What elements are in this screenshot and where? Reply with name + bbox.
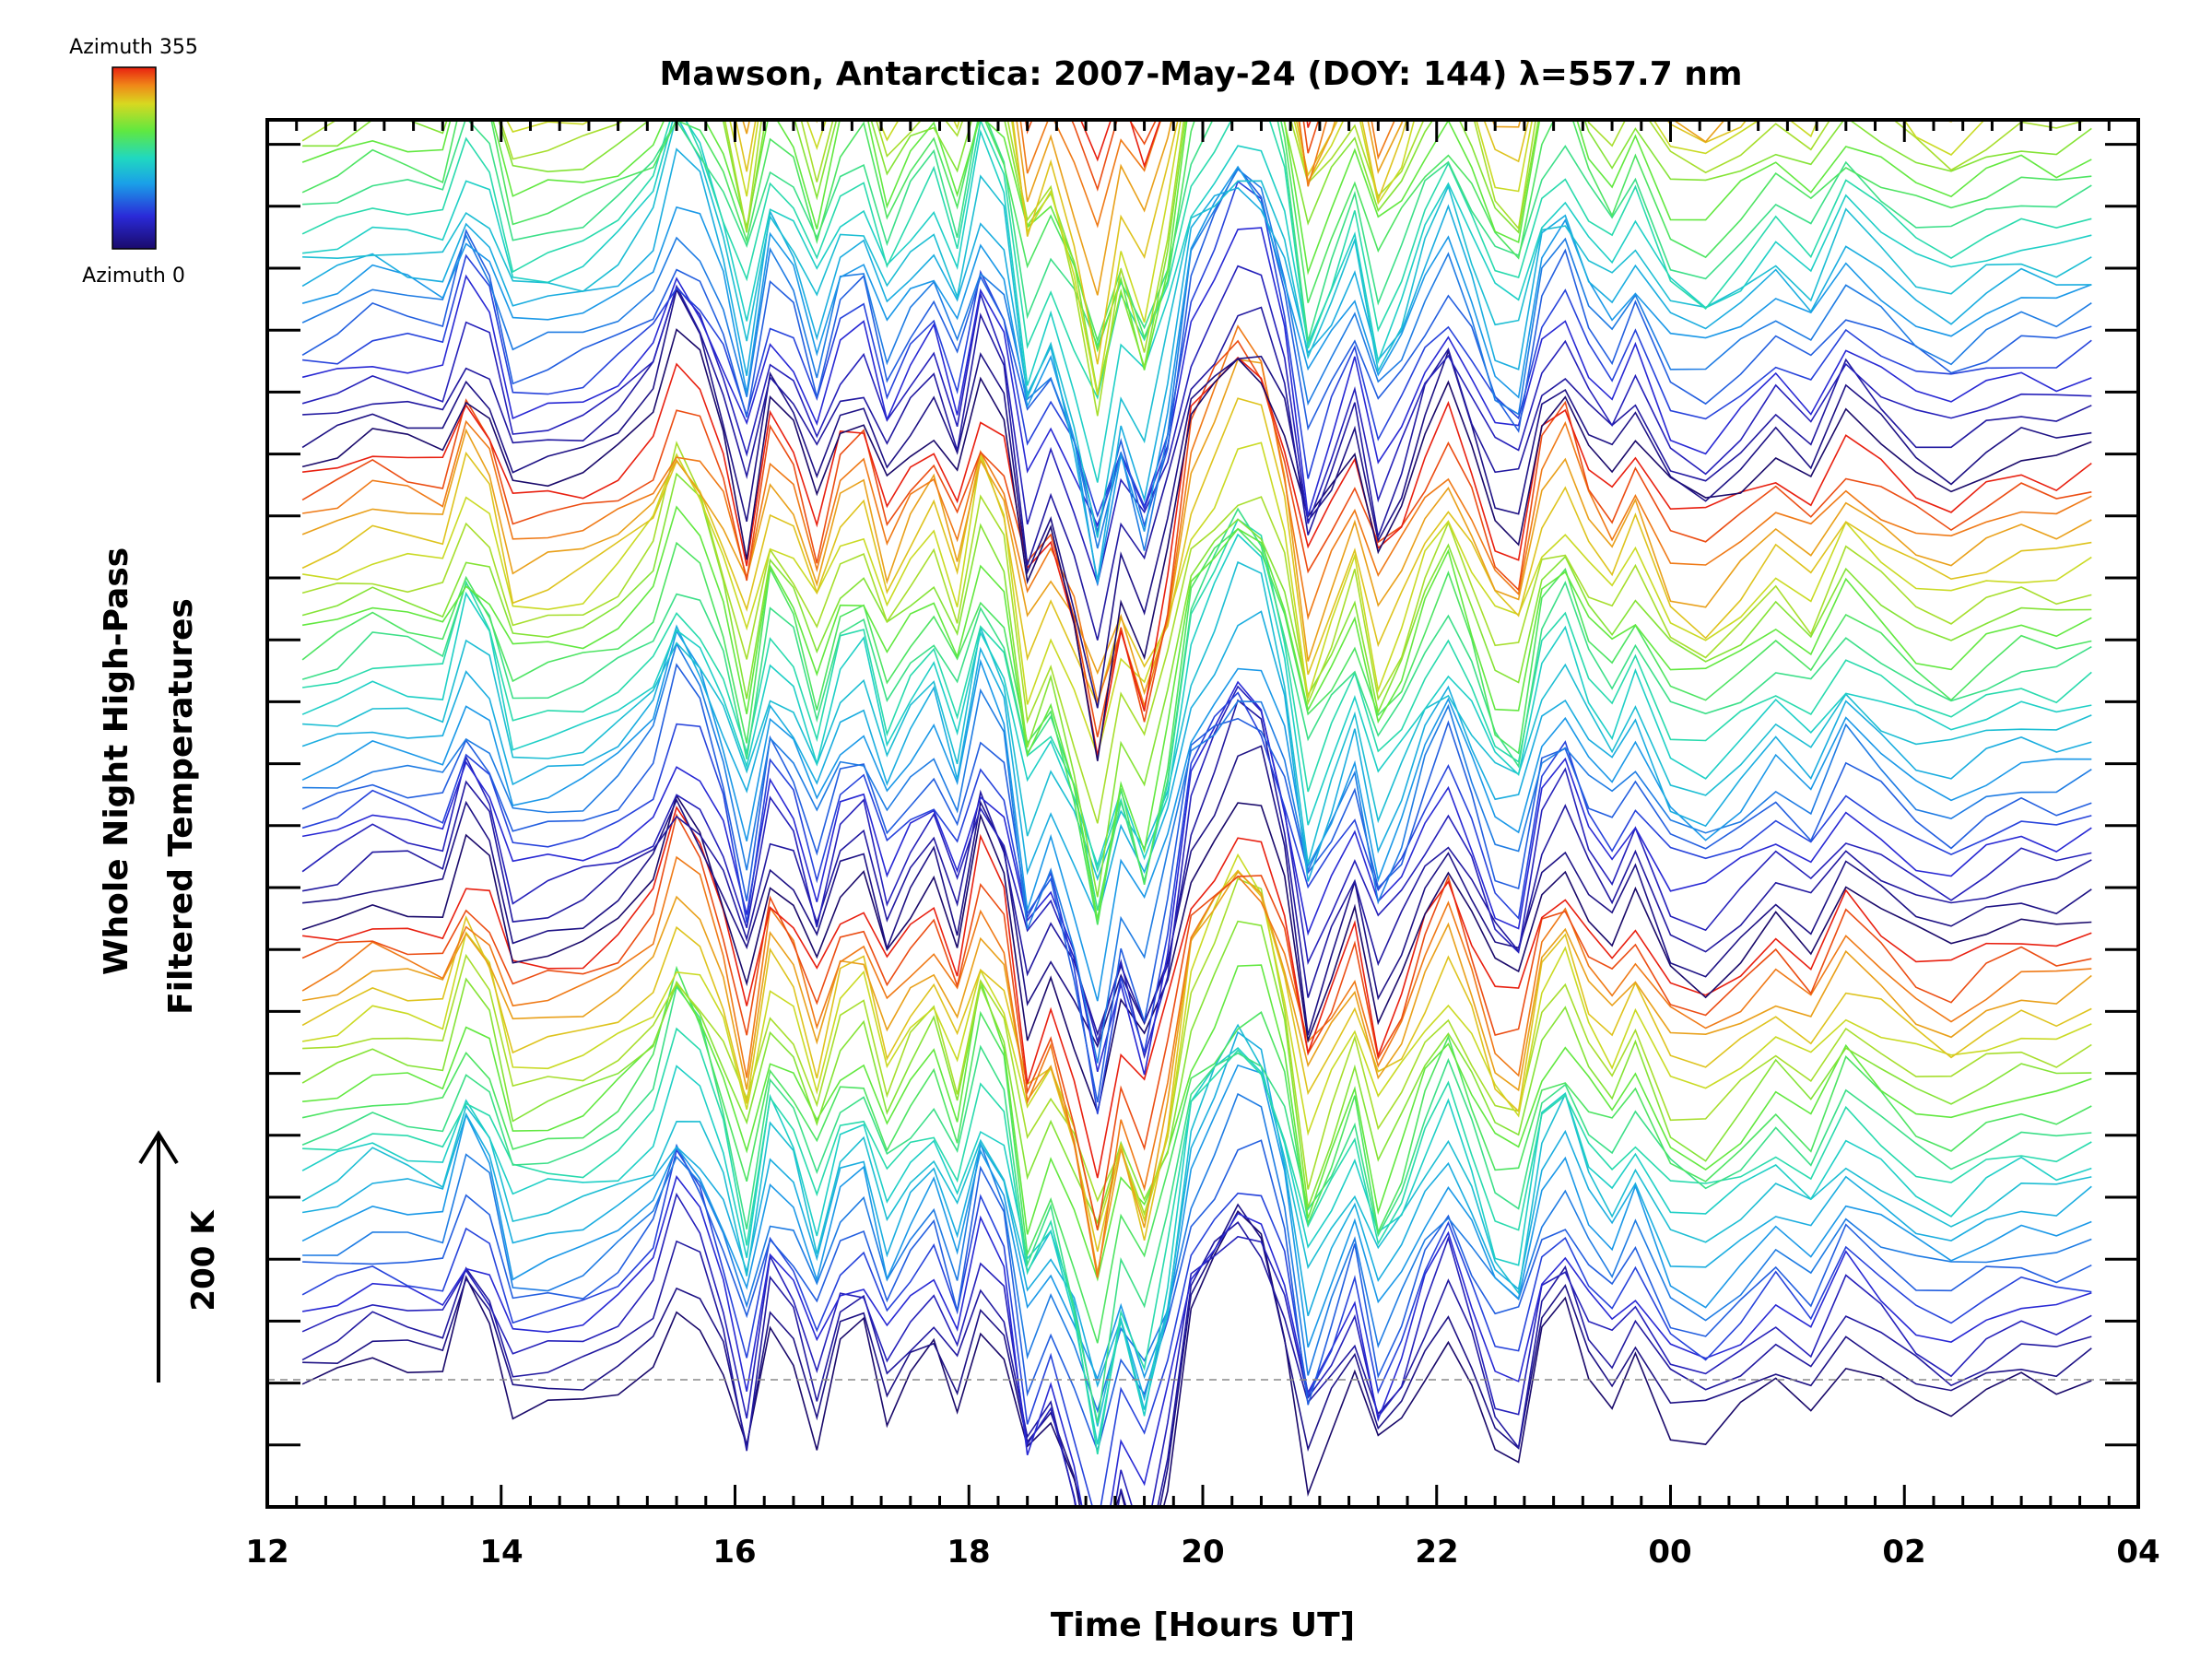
series-line — [301, 165, 2092, 585]
series-line — [301, 518, 2092, 885]
series-line — [301, 166, 2092, 535]
series-line — [301, 1192, 2092, 1507]
series-line — [301, 663, 2092, 1103]
series-line — [301, 1047, 2092, 1445]
series-line — [301, 965, 2092, 1344]
series-line — [301, 680, 2092, 1076]
chart-title: Mawson, Antarctica: 2007-May-24 (DOY: 14… — [660, 55, 1743, 93]
series-line — [302, 120, 2092, 538]
series-line — [301, 1209, 2092, 1507]
series-line — [301, 699, 2092, 1037]
x-axis-label: Time [Hours UT] — [1051, 1606, 1355, 1644]
series-line — [301, 869, 2092, 1253]
series-line — [301, 685, 2092, 1060]
series-line — [505, 120, 1986, 395]
series-line — [302, 284, 2092, 641]
series-line — [301, 1221, 2092, 1507]
x-tick-label: 04 — [2116, 1534, 2159, 1571]
series-line — [302, 745, 2092, 1049]
series-line — [301, 505, 2092, 921]
series-line — [302, 1139, 2092, 1453]
series-line — [301, 265, 2092, 587]
series-layer — [301, 120, 2092, 1507]
series-line — [302, 964, 2092, 1282]
y-axis-label-line2: Filtered Temperatures — [162, 598, 200, 1015]
series-line — [301, 339, 2092, 737]
series-line — [301, 441, 2092, 759]
series-line — [302, 641, 2092, 1064]
series-line — [301, 610, 2092, 921]
series-line — [301, 168, 2092, 551]
series-line — [301, 120, 2092, 344]
colorbar-top-label: Azimuth 355 — [69, 36, 198, 59]
series-line — [301, 441, 2092, 824]
series-line — [301, 328, 2092, 761]
tick-layer — [265, 120, 2140, 1509]
series-line — [301, 324, 2092, 709]
series-line — [301, 120, 2091, 417]
x-tick-label: 12 — [245, 1534, 288, 1571]
series-line — [301, 855, 2092, 1278]
series-line — [302, 356, 2092, 757]
series-line — [1019, 120, 1396, 229]
series-line — [301, 691, 2092, 1114]
series-line — [301, 533, 2092, 868]
series-line — [302, 1092, 2092, 1414]
x-tick-label: 22 — [1415, 1534, 1458, 1571]
x-tick-label: 16 — [712, 1534, 756, 1571]
series-line — [301, 1175, 2092, 1507]
x-tick-label: 18 — [947, 1534, 990, 1571]
series-line — [302, 1203, 2092, 1507]
series-line — [301, 147, 2092, 582]
scale-label: 200 K — [185, 1209, 222, 1312]
series-line — [301, 120, 2092, 371]
series-line — [301, 287, 2092, 709]
series-line — [301, 806, 2092, 1179]
series-line — [301, 853, 2092, 1231]
series-line — [302, 120, 2092, 394]
series-line — [301, 920, 2092, 1225]
series-line — [302, 560, 2092, 881]
series-line — [301, 507, 2092, 911]
series-line — [302, 1027, 2092, 1455]
colorbar-bottom-label: Azimuth 0 — [82, 265, 185, 288]
series-line — [741, 120, 1726, 296]
x-tick-labels: 12 14 16 18 20 22 00 02 04 — [245, 1534, 2159, 1571]
series-line — [301, 359, 2092, 696]
series-line — [301, 813, 2092, 1230]
series-line — [301, 397, 2092, 708]
y-axis-label-line1: Whole Night High-Pass — [98, 547, 135, 975]
series-line — [301, 870, 2092, 1274]
series-line — [301, 1023, 2092, 1427]
series-line — [1024, 120, 1381, 192]
series-line — [301, 1064, 2092, 1382]
scale-arrow-head — [138, 1130, 179, 1165]
x-tick-label: 14 — [479, 1534, 523, 1571]
x-tick-label: 00 — [1648, 1534, 1691, 1571]
colorbar-gradient — [112, 66, 157, 250]
series-line — [301, 472, 2092, 898]
series-line — [301, 527, 2092, 925]
series-line — [301, 1147, 2092, 1507]
plot-frame — [265, 118, 2140, 1509]
series-line — [301, 794, 2092, 1115]
series-line — [301, 629, 2092, 1002]
colorbar: Azimuth 355 Azimuth 0 — [69, 36, 198, 288]
x-tick-label: 02 — [1882, 1534, 1925, 1571]
series-line — [301, 984, 2092, 1424]
series-line — [301, 120, 2092, 400]
x-tick-label: 20 — [1181, 1534, 1224, 1571]
scale-arrow: 200 K — [138, 1130, 222, 1382]
